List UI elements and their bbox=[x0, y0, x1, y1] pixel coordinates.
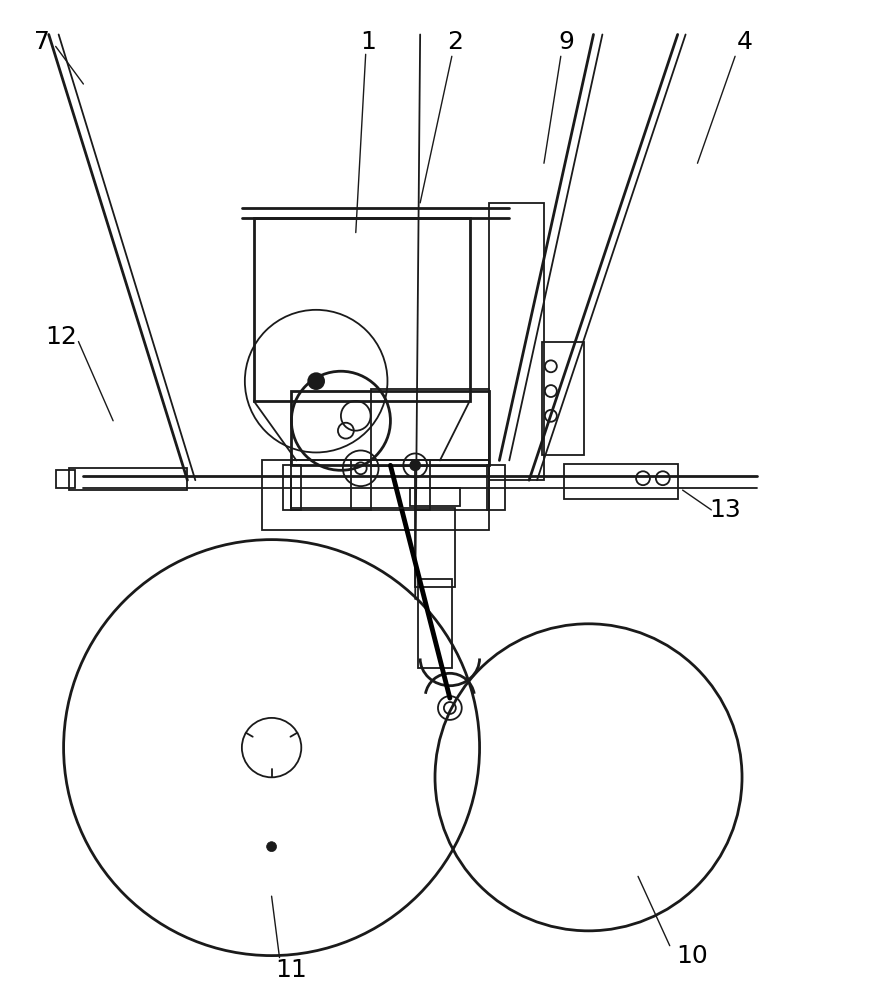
Bar bbox=[418, 579, 452, 668]
Text: 10: 10 bbox=[677, 944, 708, 968]
Bar bbox=[490, 203, 544, 480]
Circle shape bbox=[410, 460, 420, 470]
Text: 4: 4 bbox=[737, 30, 753, 54]
Bar bbox=[56, 470, 76, 488]
Text: 1: 1 bbox=[361, 30, 376, 54]
Bar bbox=[415, 508, 455, 587]
Bar bbox=[261, 460, 490, 530]
Circle shape bbox=[308, 373, 324, 389]
Bar bbox=[415, 460, 490, 510]
Bar bbox=[292, 460, 371, 510]
Bar bbox=[410, 488, 460, 506]
Bar bbox=[283, 465, 301, 510]
Text: 13: 13 bbox=[709, 498, 741, 522]
Bar bbox=[371, 389, 490, 466]
Circle shape bbox=[267, 842, 276, 852]
Text: 2: 2 bbox=[447, 30, 463, 54]
Bar bbox=[69, 468, 187, 490]
Bar bbox=[292, 391, 490, 465]
Text: 7: 7 bbox=[34, 30, 50, 54]
Bar bbox=[564, 464, 678, 499]
Text: 12: 12 bbox=[45, 325, 78, 349]
Text: 11: 11 bbox=[275, 958, 307, 982]
Text: 9: 9 bbox=[559, 30, 575, 54]
Bar bbox=[542, 342, 584, 455]
Bar bbox=[488, 465, 505, 510]
Bar bbox=[351, 460, 430, 510]
Bar bbox=[253, 218, 469, 401]
